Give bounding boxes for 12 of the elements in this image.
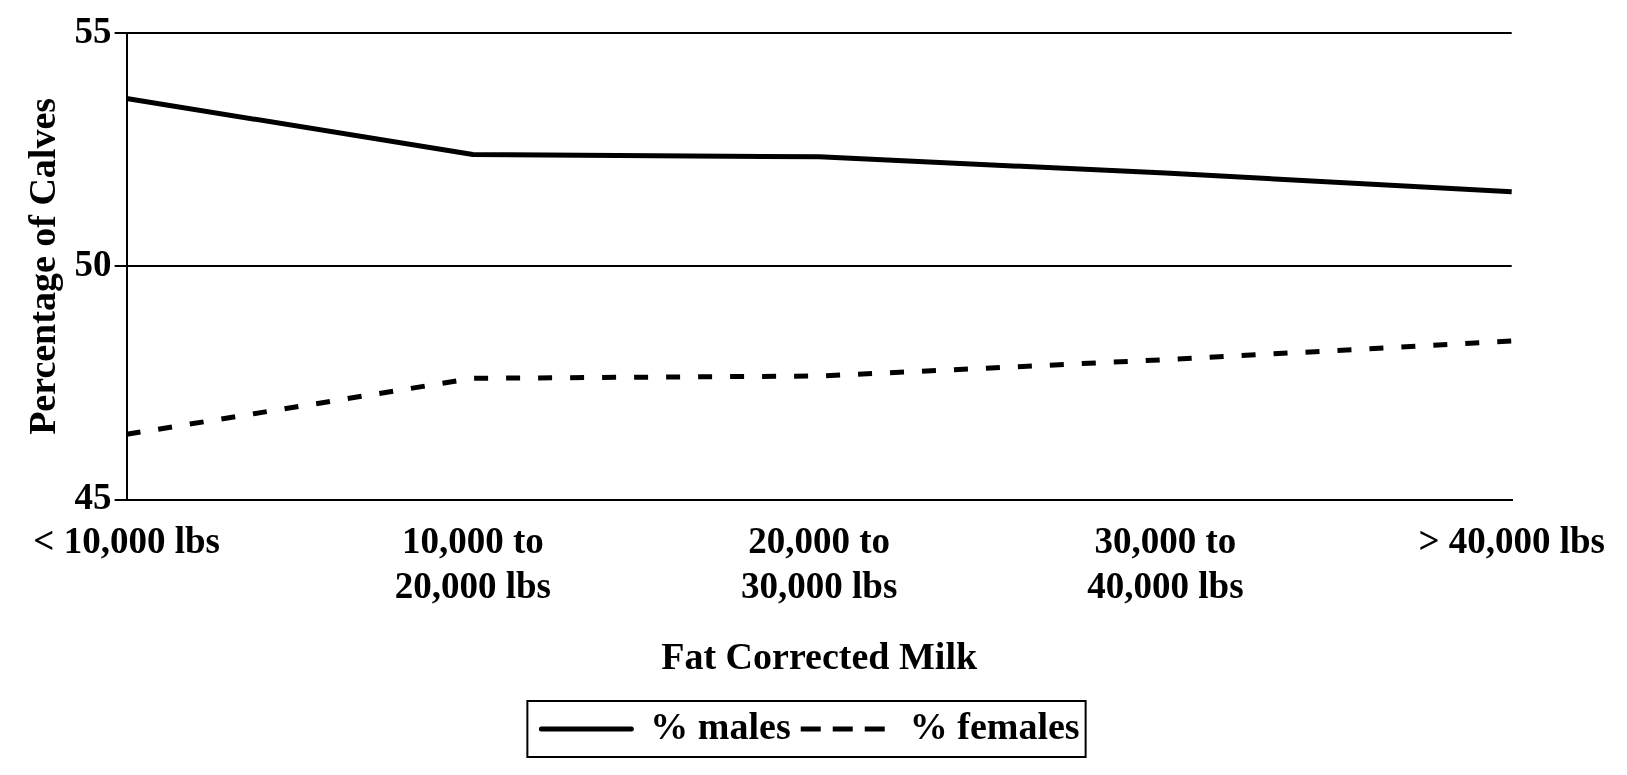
x-axis-title: Fat Corrected Milk: [661, 635, 978, 678]
x-tick-label: < 10,000 lbs: [33, 520, 220, 562]
y-tick-label: 50: [74, 242, 112, 284]
x-tick-label: 10,000 to 20,000 lbs: [394, 520, 552, 606]
y-tick-label: 45: [74, 476, 112, 518]
y-tick-label: 55: [74, 9, 112, 51]
x-tick-label: 20,000 to 30,000 lbs: [741, 520, 898, 606]
y-axis-title: Percentage of Calves: [20, 97, 63, 435]
x-tick-label: > 40,000 lbs: [1418, 520, 1605, 562]
x-tick-label: 30,000 to 40,000 lbs: [1087, 520, 1244, 606]
legend-label: % males: [650, 704, 791, 747]
legend-label: % females: [909, 704, 1080, 747]
